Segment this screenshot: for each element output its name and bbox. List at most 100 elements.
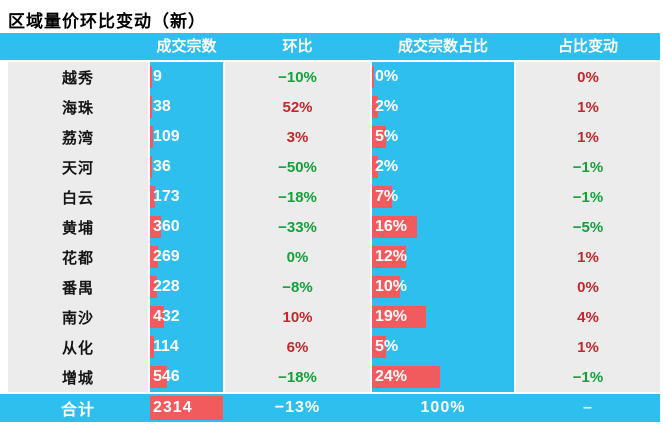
share-value: 2% <box>375 158 399 175</box>
mom-value: −33% <box>225 212 370 242</box>
count-cell: 228 <box>150 272 223 302</box>
share-value: 0% <box>375 68 399 85</box>
share-bar <box>372 96 378 118</box>
district-name: 海珠 <box>8 92 148 122</box>
count-cell: 114 <box>150 332 223 362</box>
mom-value: 10% <box>225 302 370 332</box>
share-cell: 10% <box>372 272 514 302</box>
district-name: 从化 <box>8 332 148 362</box>
count-cell: 38 <box>150 92 223 122</box>
mom-value: −18% <box>225 182 370 212</box>
district-name: 越秀 <box>8 62 148 92</box>
count-value: 9 <box>153 68 162 85</box>
mom-value: −50% <box>225 152 370 182</box>
total-share-value: 100% <box>420 399 466 416</box>
total-count-bar <box>150 396 223 420</box>
district-name: 天河 <box>8 152 148 182</box>
count-value: 38 <box>153 98 171 115</box>
share-bar <box>372 126 387 148</box>
share-change-value: 4% <box>516 302 660 332</box>
count-value: 228 <box>153 278 180 295</box>
total-count-value: 2314 <box>153 399 193 416</box>
column-header-count: 成交宗数 <box>156 38 217 55</box>
share-value: 5% <box>375 128 399 145</box>
mom-value: 0% <box>225 242 370 272</box>
share-cell: 19% <box>372 302 514 332</box>
count-bar <box>150 216 162 238</box>
count-cell: 432 <box>150 302 223 332</box>
district-name: 荔湾 <box>8 122 148 152</box>
count-bar <box>150 96 152 118</box>
district-name: 黄埔 <box>8 212 148 242</box>
mom-value: −10% <box>225 62 370 92</box>
share-change-value: 1% <box>516 332 660 362</box>
share-value: 5% <box>375 338 399 355</box>
table-body: 越秀 9 −10% 0% 0% 海珠 38 52% 2% <box>0 62 663 392</box>
column-header-mom: 环比 <box>282 38 313 55</box>
share-bar <box>372 336 387 358</box>
table-row: 越秀 9 −10% 0% 0% <box>0 62 663 92</box>
district-name: 南沙 <box>8 302 148 332</box>
share-cell: 2% <box>372 152 514 182</box>
share-bar <box>372 246 407 268</box>
share-cell: 16% <box>372 212 514 242</box>
share-cell: 5% <box>372 122 514 152</box>
share-bar <box>372 306 426 328</box>
total-share-change-value: – <box>583 399 593 416</box>
share-cell: 24% <box>372 362 514 392</box>
count-value: 432 <box>153 308 180 325</box>
count-cell: 360 <box>150 212 223 242</box>
table-row: 花都 269 0% 12% 1% <box>0 242 663 272</box>
count-bar <box>150 276 158 298</box>
count-bar <box>150 66 152 88</box>
share-bar <box>372 66 374 88</box>
count-cell: 109 <box>150 122 223 152</box>
share-value: 7% <box>375 188 399 205</box>
count-bar <box>150 306 164 328</box>
share-change-value: −1% <box>516 182 660 212</box>
total-mom-value: −13% <box>274 399 321 416</box>
column-header-share: 成交宗数占比 <box>397 38 488 55</box>
total-label: 合计 <box>60 402 95 419</box>
share-bar <box>372 366 441 388</box>
share-value: 24% <box>375 368 408 385</box>
share-change-value: 0% <box>516 272 660 302</box>
share-change-value: −5% <box>516 212 660 242</box>
mom-value: −8% <box>225 272 370 302</box>
mom-value: 6% <box>225 332 370 362</box>
share-change-value: 1% <box>516 242 660 272</box>
count-value: 173 <box>153 188 180 205</box>
count-value: 36 <box>153 158 171 175</box>
table-row: 白云 173 −18% 7% −1% <box>0 182 663 212</box>
share-value: 19% <box>375 308 408 325</box>
share-change-value: −1% <box>516 152 660 182</box>
count-cell: 269 <box>150 242 223 272</box>
share-change-value: 1% <box>516 92 660 122</box>
share-bar <box>372 276 401 298</box>
mom-value: 52% <box>225 92 370 122</box>
count-cell: 9 <box>150 62 223 92</box>
share-bar <box>372 156 378 178</box>
district-name: 白云 <box>8 182 148 212</box>
share-change-value: 0% <box>516 62 660 92</box>
share-bar <box>372 186 392 208</box>
count-bar <box>150 126 154 148</box>
share-cell: 2% <box>372 92 514 122</box>
count-bar <box>150 366 168 388</box>
column-header-share-change: 占比变动 <box>557 38 618 55</box>
table-row: 番禺 228 −8% 10% 0% <box>0 272 663 302</box>
total-count-cell: 2314 <box>150 394 223 422</box>
table-row: 荔湾 109 3% 5% 1% <box>0 122 663 152</box>
table-row: 从化 114 6% 5% 1% <box>0 332 663 362</box>
count-bar <box>150 156 152 178</box>
table-row: 南沙 432 10% 19% 4% <box>0 302 663 332</box>
share-value: 16% <box>375 218 408 235</box>
count-cell: 173 <box>150 182 223 212</box>
count-bar <box>150 336 154 358</box>
table-row: 增城 546 −18% 24% −1% <box>0 362 663 392</box>
share-cell: 0% <box>372 62 514 92</box>
district-name: 番禺 <box>8 272 148 302</box>
share-change-value: −1% <box>516 362 660 392</box>
table-header: 成交宗数 环比 成交宗数占比 占比变动 <box>0 33 660 60</box>
